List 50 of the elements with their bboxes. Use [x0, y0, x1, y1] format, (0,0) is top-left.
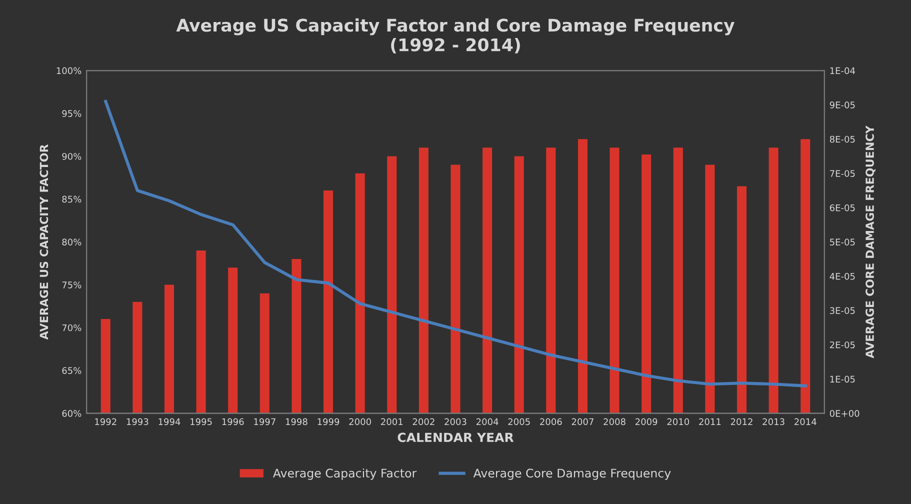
- x-tick-label: 1993: [126, 418, 148, 426]
- y2-tick-label: 1E-04: [830, 67, 856, 74]
- x-tick-label: 1996: [222, 418, 244, 426]
- legend-label: Average Capacity Factor: [272, 468, 417, 480]
- y2-tick-label: 4E-05: [830, 272, 855, 280]
- x-tick-label: 2013: [762, 418, 784, 426]
- y-tick-label: 95%: [62, 110, 82, 117]
- x-tick-label: 1997: [254, 418, 276, 426]
- x-tick-label: 2006: [540, 418, 562, 426]
- y-tick-label: 70%: [62, 324, 82, 332]
- x-tick-label: 1992: [95, 418, 116, 426]
- x-tick-label: 2014: [794, 418, 816, 426]
- y2-tick-label: 2E-05: [830, 341, 855, 348]
- x-tick-label: 2012: [730, 418, 752, 426]
- y2-tick-label: 1E-05: [830, 376, 855, 383]
- y2-tick-label: 3E-05: [830, 307, 855, 314]
- x-tick-label: 1995: [190, 418, 212, 426]
- x-axis-title: CALENDAR YEAR: [398, 432, 514, 442]
- x-tick-label: 2003: [444, 418, 466, 426]
- x-tick-label: 2005: [508, 418, 530, 426]
- y2-tick-label: 9E-05: [830, 102, 855, 108]
- x-tick-label: 2002: [412, 418, 434, 426]
- x-tick-label: 1994: [158, 418, 180, 426]
- legend-label: Average Core Damage Frequency: [473, 468, 671, 480]
- y-tick-label: 80%: [62, 238, 82, 246]
- y-tick-label: 75%: [62, 281, 82, 288]
- y-tick-label: 60%: [62, 410, 82, 417]
- x-tick-label: 2008: [604, 418, 626, 426]
- x-tick-label: 2007: [572, 418, 594, 426]
- line-series: [104, 100, 807, 388]
- y2-tick-label: 6E-05: [830, 204, 855, 212]
- y-tick-label: 85%: [62, 196, 82, 203]
- x-tick-label: 2001: [381, 418, 403, 426]
- y2-tick-label: 8E-05: [830, 136, 855, 143]
- x-tick-label: 1998: [286, 418, 308, 426]
- x-tick-label: 2011: [699, 418, 721, 426]
- x-tick-label: 2010: [667, 418, 690, 426]
- y2-tick-label: 5E-05: [830, 238, 855, 246]
- y2-axis-title: AVERAGE CORE DAMAGE FREQUENCY: [866, 125, 876, 358]
- x-tick-label: 2000: [349, 418, 371, 426]
- y2-tick-label: 0E+00: [830, 410, 860, 417]
- x-tick-label: 1999: [318, 418, 340, 426]
- x-tick-label: 2004: [476, 418, 498, 426]
- y-tick-label: 90%: [62, 152, 82, 160]
- x-tick-label: 2009: [636, 418, 658, 426]
- y2-tick-label: 7E-05: [830, 170, 855, 177]
- chart-title: Average US Capacity Factor and Core Damage Frequency (1992 - 2014): [176, 18, 735, 54]
- y-axis-title: AVERAGE US CAPACITY FACTOR: [40, 144, 48, 340]
- y-tick-label: 100%: [56, 67, 82, 74]
- y-tick-label: 65%: [62, 367, 82, 374]
